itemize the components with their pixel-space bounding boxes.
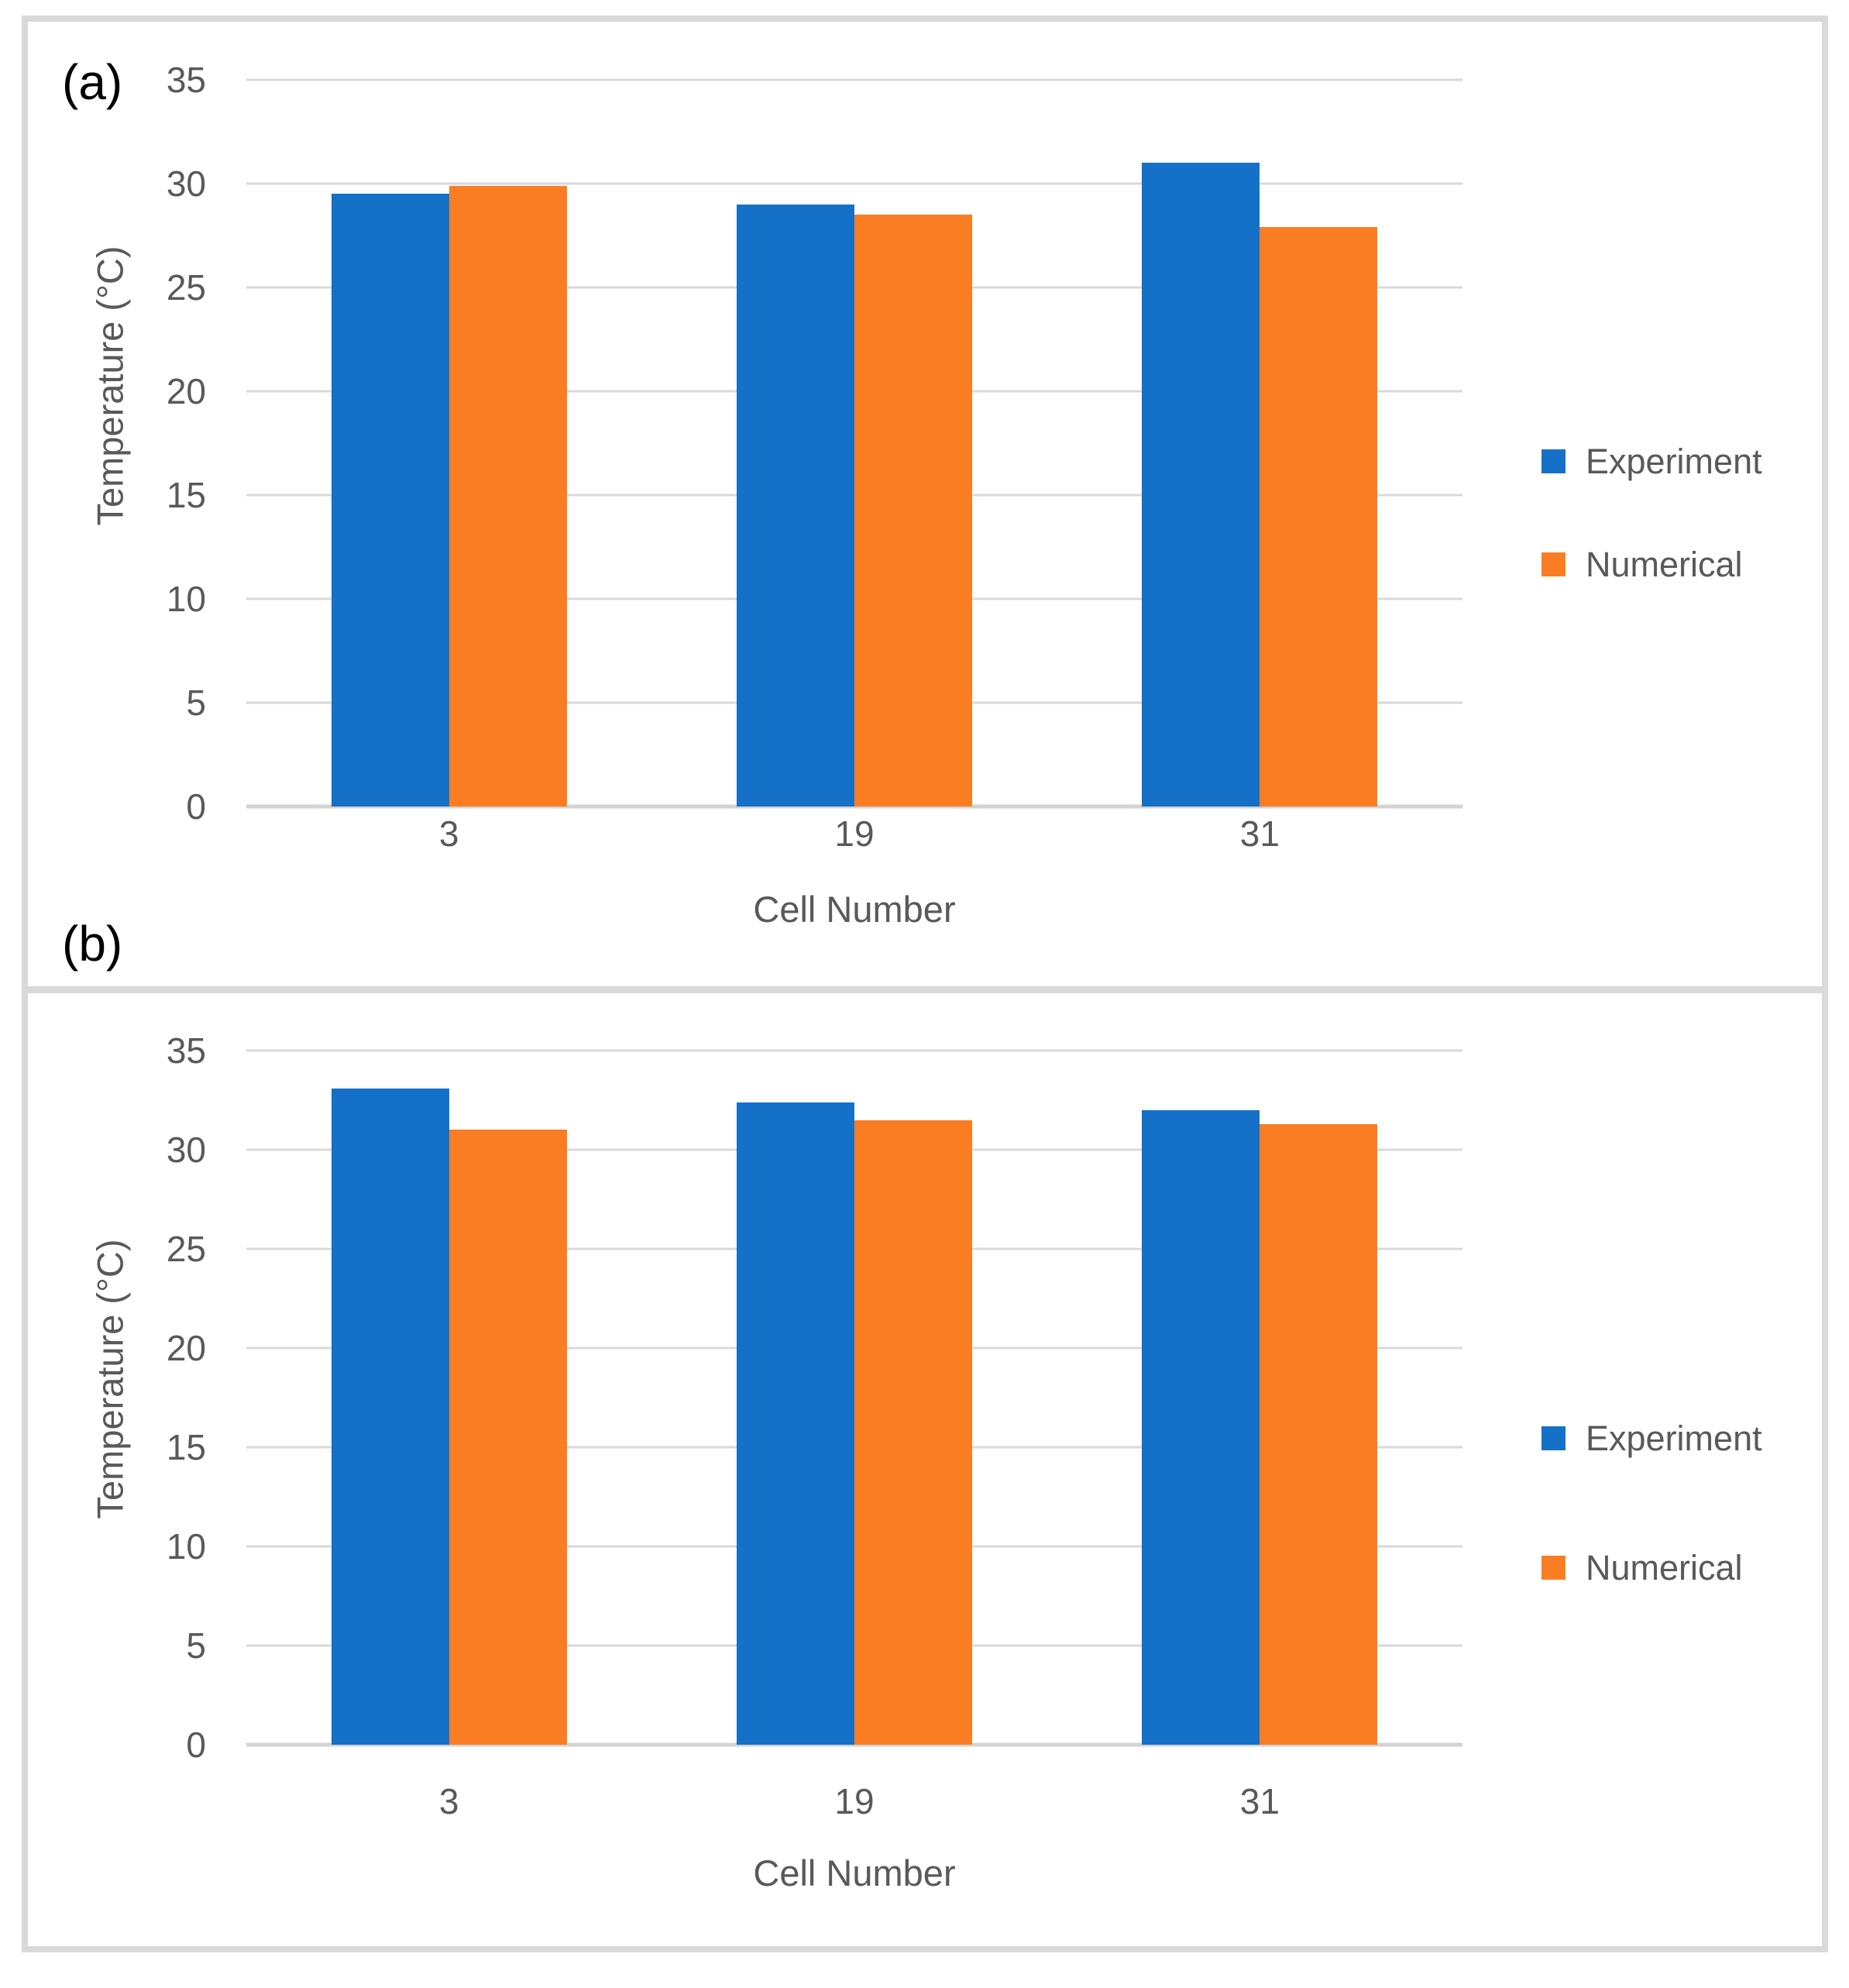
bar-numerical-19	[854, 215, 972, 807]
y-axis-ticks-a: 0 5 10 15 20 25 30 35	[90, 62, 206, 824]
legend-a: Experiment Numerical	[1541, 444, 1762, 582]
bar-group-31	[1057, 1051, 1462, 1745]
legend-item-experiment: Experiment	[1541, 444, 1762, 479]
y-tick-label: 20	[166, 1328, 206, 1368]
bar-group-3	[246, 80, 651, 807]
bar-group-19	[651, 1051, 1057, 1745]
bar-numerical-31	[1260, 1123, 1378, 1745]
y-tick-label: 35	[166, 1030, 206, 1071]
legend-item-numerical: Numerical	[1541, 547, 1762, 582]
y-tick-label: 25	[166, 267, 206, 308]
x-tick-label: 19	[834, 1781, 875, 1821]
panel-a-label: (a)	[62, 54, 123, 110]
y-tick-label: 0	[186, 786, 206, 827]
bar-experiment-31	[1142, 163, 1260, 807]
x-axis-title-b: Cell Number	[753, 1852, 956, 1893]
y-tick-label: 5	[186, 683, 206, 723]
x-axis-line	[246, 1742, 1462, 1747]
legend-label: Numerical	[1586, 1548, 1743, 1587]
legend-b: Experiment Numerical	[1541, 1421, 1762, 1585]
panel-b-label: (b)	[62, 916, 123, 972]
legend-marker-numerical	[1541, 552, 1565, 576]
y-tick-label: 15	[166, 1427, 206, 1467]
plot-area-b	[246, 1049, 1462, 1747]
y-tick-label: 10	[166, 579, 206, 619]
y-axis-ticks-b: 0 5 10 15 20 25 30 35	[90, 1033, 206, 1763]
figure-frame: (a) Temperature (°C) 0 5 10 15 20 25 30 35 3 19 3…	[22, 15, 1828, 1952]
bar-experiment-19	[736, 204, 854, 807]
x-tick-label: 3	[438, 813, 459, 854]
legend-label: Experiment	[1586, 1419, 1762, 1458]
gridline	[246, 78, 1462, 81]
y-tick-label: 30	[166, 163, 206, 204]
bar-groups	[246, 1051, 1462, 1745]
bar-numerical-19	[854, 1120, 972, 1745]
bar-numerical-31	[1260, 227, 1378, 807]
bar-experiment-3	[331, 1088, 449, 1745]
gridline	[246, 1049, 1462, 1052]
bar-experiment-19	[736, 1102, 854, 1745]
bar-group-3	[246, 1051, 651, 1745]
x-tick-label: 19	[834, 813, 875, 854]
panel-divider	[28, 986, 1822, 993]
x-axis-ticks-b: 3 19 31	[246, 1783, 1462, 1819]
y-tick-label: 35	[166, 60, 206, 100]
bar-experiment-31	[1142, 1109, 1260, 1745]
x-axis-ticks-a: 3 19 31	[246, 816, 1462, 851]
chart-panel-a: (a) Temperature (°C) 0 5 10 15 20 25 30 35 3 19 3…	[28, 22, 1822, 986]
legend-item-numerical: Numerical	[1541, 1550, 1762, 1585]
legend-label: Numerical	[1586, 545, 1743, 584]
legend-label: Experiment	[1586, 442, 1762, 481]
y-tick-label: 10	[166, 1526, 206, 1567]
y-tick-label: 15	[166, 475, 206, 515]
x-tick-label: 3	[438, 1781, 459, 1821]
legend-marker-experiment	[1541, 1426, 1565, 1450]
bar-numerical-3	[449, 185, 567, 807]
legend-item-experiment: Experiment	[1541, 1421, 1762, 1456]
x-axis-line	[246, 804, 1462, 809]
plot-area-a	[246, 78, 1462, 809]
bar-numerical-3	[449, 1130, 567, 1745]
x-tick-label: 31	[1239, 813, 1280, 854]
gridline	[246, 182, 1462, 185]
legend-marker-numerical	[1541, 1556, 1565, 1580]
y-tick-label: 30	[166, 1130, 206, 1170]
y-tick-label: 25	[166, 1229, 206, 1269]
bar-experiment-3	[331, 194, 449, 807]
bar-groups	[246, 80, 1462, 807]
legend-marker-experiment	[1541, 449, 1565, 473]
x-tick-label: 31	[1239, 1781, 1280, 1821]
x-axis-title-a: Cell Number	[753, 889, 956, 930]
y-tick-label: 5	[186, 1625, 206, 1666]
chart-panel-b: Temperature (°C) 0 5 10 15 20 25 30 35 3 19 31 Ce…	[28, 993, 1822, 1946]
bar-group-31	[1057, 80, 1462, 807]
y-tick-label: 20	[166, 371, 206, 411]
bar-group-19	[651, 80, 1057, 807]
y-tick-label: 0	[186, 1725, 206, 1765]
